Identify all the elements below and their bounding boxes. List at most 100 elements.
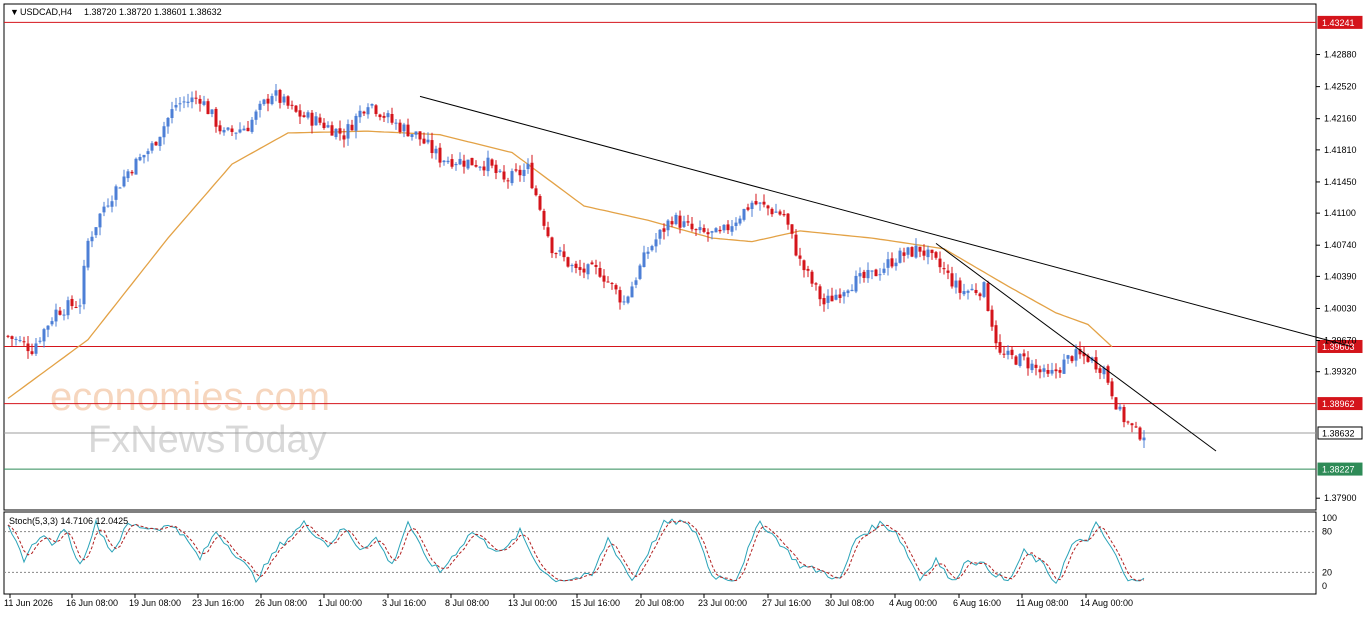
candle xyxy=(602,269,606,289)
candle-body xyxy=(1002,353,1006,355)
candle xyxy=(486,150,490,177)
candle-body xyxy=(526,163,530,170)
candle-body xyxy=(606,281,610,283)
candle xyxy=(78,298,82,314)
candle-body xyxy=(886,259,890,268)
candle xyxy=(1046,363,1050,378)
candle xyxy=(1014,354,1018,366)
candle-body xyxy=(546,227,550,237)
candle xyxy=(1098,365,1102,380)
candle xyxy=(450,154,454,169)
candle-body xyxy=(1082,352,1086,357)
candle-body xyxy=(146,151,150,155)
candle-body xyxy=(242,128,246,131)
candle-body xyxy=(1098,368,1102,373)
candle xyxy=(626,295,630,305)
candle xyxy=(274,83,278,102)
candle-body xyxy=(158,136,162,147)
candle xyxy=(774,203,778,213)
candle xyxy=(154,141,158,146)
candle xyxy=(362,110,366,117)
candle-body xyxy=(474,165,478,167)
candle-body xyxy=(766,205,770,209)
candle-body xyxy=(818,286,822,300)
candle-body xyxy=(190,97,194,103)
candle xyxy=(270,93,274,106)
menu-triangle-icon[interactable]: ▼ xyxy=(10,7,19,17)
candle xyxy=(810,269,814,288)
candle xyxy=(102,201,106,217)
candle-body xyxy=(494,164,498,173)
candle xyxy=(1134,421,1138,428)
candle xyxy=(1022,349,1026,361)
candle-body xyxy=(318,117,322,123)
candle-body xyxy=(870,270,874,272)
candle-body xyxy=(686,221,690,223)
candle xyxy=(770,207,774,217)
candle-body xyxy=(590,262,594,265)
candle-body xyxy=(458,158,462,165)
candle xyxy=(82,259,86,310)
candle xyxy=(1002,345,1006,359)
candle xyxy=(534,185,538,197)
candle-body xyxy=(38,340,42,342)
candle xyxy=(882,262,886,275)
candle xyxy=(18,336,22,343)
candle xyxy=(1034,359,1038,376)
candle xyxy=(946,264,950,280)
candle xyxy=(502,165,506,183)
candle-body xyxy=(430,140,434,153)
candle-body xyxy=(534,188,538,196)
candle xyxy=(242,125,246,131)
watermark-economies: economies.com xyxy=(50,375,330,419)
candle-body xyxy=(1022,353,1026,357)
candle-body xyxy=(638,265,642,279)
stochastic xyxy=(4,518,1316,584)
candle-body xyxy=(278,89,282,103)
candle xyxy=(630,281,634,298)
candle-body xyxy=(1030,363,1034,371)
candle-body xyxy=(690,223,694,230)
candle xyxy=(682,215,686,228)
candle xyxy=(382,112,386,122)
candle xyxy=(478,166,482,171)
candle-body xyxy=(814,283,818,285)
x-tick-label: 8 Jul 08:00 xyxy=(445,598,489,608)
candle xyxy=(706,228,710,242)
candle-body xyxy=(402,124,406,132)
candle xyxy=(858,267,862,284)
candle xyxy=(678,210,682,234)
candle-body xyxy=(726,224,730,231)
candle-body xyxy=(610,283,614,285)
candle xyxy=(282,93,286,106)
candle-body xyxy=(538,196,542,210)
candle-body xyxy=(354,115,358,131)
candle xyxy=(134,157,138,175)
candle xyxy=(890,252,894,269)
candle xyxy=(266,94,270,112)
candle xyxy=(306,110,310,120)
candle-body xyxy=(634,280,638,285)
stoch-tick-label: 20 xyxy=(1322,567,1332,577)
candle xyxy=(1058,367,1062,378)
candle xyxy=(826,289,830,310)
candle-body xyxy=(362,111,366,114)
candle xyxy=(518,165,522,182)
candle-body xyxy=(346,124,350,139)
candle-body xyxy=(214,108,218,127)
y-tick-label: 1.39320 xyxy=(1324,367,1357,377)
candle xyxy=(314,111,318,126)
candle-body xyxy=(34,343,38,354)
candle-body xyxy=(1034,364,1038,368)
candle-body xyxy=(558,250,562,252)
candle-body xyxy=(222,130,226,133)
candle-body xyxy=(714,228,718,233)
candle xyxy=(1122,404,1126,428)
candle xyxy=(462,154,466,174)
candle-body xyxy=(782,213,786,216)
candle-body xyxy=(210,109,214,115)
candle-body xyxy=(846,290,850,294)
candle-body xyxy=(986,283,990,311)
candle xyxy=(482,160,486,176)
